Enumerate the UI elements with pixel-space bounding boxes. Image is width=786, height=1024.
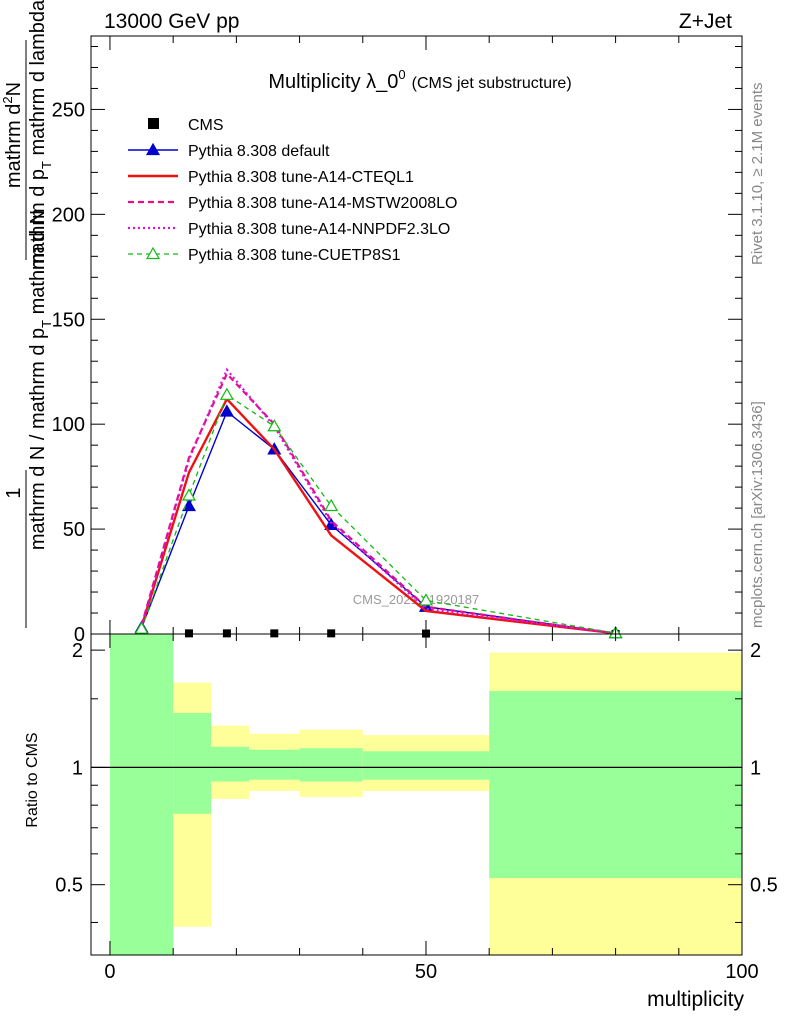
ratio-tick-label-right: 1 [750, 757, 761, 779]
y-label-numerator: mathrm d2N [0, 82, 25, 188]
x-ticks: 0 50 100 [104, 36, 759, 983]
ratio-tick-label: 1 [72, 757, 83, 779]
chart-subtitle: (CMS jet substructure) [412, 75, 572, 92]
series-marker [324, 498, 339, 512]
legend: CMS Pythia 8.308 default Pythia 8.308 tune… [128, 117, 457, 264]
ratio-y-label: Ratio to CMS [24, 732, 41, 827]
x-tick-label: 0 [104, 961, 115, 983]
series-marker [219, 404, 234, 417]
header-process: 13000 GeV pp [104, 10, 239, 33]
ratio-tick-label: 2 [72, 640, 83, 662]
legend-label: Pythia 8.308 default [188, 143, 330, 160]
y-tick-label: 0 [74, 624, 85, 646]
y-tick-label: 250 [52, 99, 85, 121]
y-tick-label: 100 [52, 414, 85, 436]
ratio-frame [90, 633, 743, 956]
legend-marker [145, 142, 161, 156]
y-tick-label: 200 [52, 204, 85, 226]
header-final-state: Z+Jet [679, 10, 732, 33]
x-tick-label: 100 [725, 961, 758, 983]
data-point [327, 629, 336, 638]
series-line [140, 396, 616, 635]
main-y-ticks: 0 50 100 150 200 250 [52, 45, 742, 646]
y-label-prefactor: 1 [3, 487, 25, 498]
chart-title-main: Multiplicity λ_0 [268, 71, 398, 93]
stat-uncertainty-band [109, 634, 174, 955]
series-2 [140, 396, 616, 635]
series-marker [418, 593, 434, 606]
stat-uncertainty-band [173, 712, 212, 814]
data-point [222, 629, 231, 638]
y-tick-label: 150 [52, 309, 85, 331]
mcplots-label: mcplots.cern.ch [arXiv:1306.3436] [749, 401, 766, 628]
chart-title: Multiplicity λ_00 (CMS jet substructure) [268, 67, 571, 93]
stat-uncertainty-band [299, 748, 363, 782]
chart-title-sup: 0 [398, 67, 405, 82]
series-marker [181, 488, 196, 501]
stat-uncertainty-band [489, 691, 742, 879]
x-tick-label: 50 [415, 961, 437, 983]
data-point [184, 629, 193, 638]
main-series [134, 367, 623, 639]
legend-label: Pythia 8.308 tune-A14-NNPDF2.3LO [188, 221, 450, 238]
legend-marker [145, 246, 161, 260]
legend-marker [148, 118, 159, 129]
ratio-tick-label-right: 0.5 [750, 875, 778, 897]
stat-uncertainty-band [249, 749, 300, 780]
legend-label: Pythia 8.308 tune-CUETP8S1 [188, 247, 401, 264]
ratio-tick-label: 0.5 [55, 875, 83, 897]
y-label-denominator: mathrm d pT mathrm d lambda [27, 0, 54, 270]
ratio-tick-label-right: 2 [750, 640, 761, 662]
legend-label: CMS [188, 117, 224, 134]
series-marker [267, 419, 282, 432]
rivet-version-label: Rivet 3.1.10, ≥ 2.1M events [749, 83, 766, 266]
ratio-y-ticks: 0.5 0.5 1 1 2 2 [55, 640, 778, 923]
y-tick-label: 50 [63, 519, 85, 541]
legend-label: Pythia 8.308 tune-A14-CTEQL1 [188, 169, 414, 186]
main-y-axis-label: mathrm d2N mathrm d pT mathrm d lambda 1… [0, 0, 54, 628]
data-point [270, 629, 279, 638]
legend-label: Pythia 8.308 tune-A14-MSTW2008LO [188, 195, 457, 212]
stat-uncertainty-band [362, 751, 490, 780]
series-marker [181, 498, 196, 512]
stat-uncertainty-band [211, 746, 250, 782]
series-marker [134, 621, 149, 634]
series-marker [219, 387, 234, 400]
ratio-bands [109, 634, 742, 955]
y-label-prefactor-den: mathrm d N / mathrm d pT mathrm d N [27, 210, 54, 550]
ratio-panel: 0.5 0.5 1 1 2 2 0 50 100 Ratio to CMS multiplic… [24, 36, 778, 1011]
x-axis-label: multiplicity [647, 988, 744, 1011]
